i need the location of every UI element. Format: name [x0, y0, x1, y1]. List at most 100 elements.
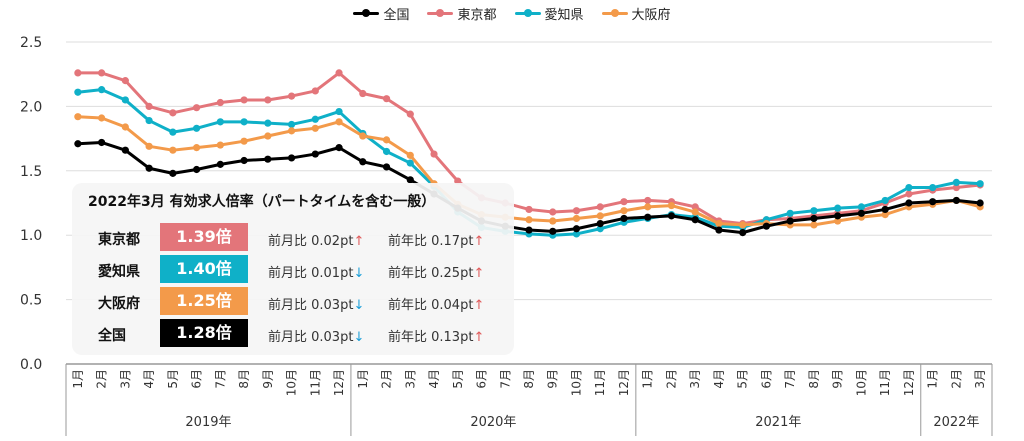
x-tick-label: 1月 [926, 369, 940, 389]
data-point [952, 196, 960, 205]
data-point [240, 96, 248, 104]
x-tick-label: 8月 [237, 369, 251, 389]
data-point [549, 217, 557, 225]
legend: 全国 東京都 愛知県 大阪府 [0, 4, 1024, 23]
data-point [169, 109, 177, 117]
data-point [810, 207, 818, 215]
data-point [430, 150, 438, 158]
up-arrow-icon: ↑ [473, 330, 485, 345]
x-tick-label: 6月 [190, 369, 204, 389]
down-arrow-icon: ↓ [353, 298, 365, 313]
row-value-badge: 1.40倍 [160, 255, 248, 283]
data-point [786, 217, 794, 225]
data-point [596, 225, 604, 233]
data-point [739, 229, 747, 237]
data-point [810, 221, 818, 229]
x-tick-label: 7月 [783, 369, 797, 389]
data-point [192, 124, 201, 132]
data-point [976, 199, 984, 207]
row-month-change: 前月比 0.03pt↓ [268, 330, 365, 345]
x-tick-label: 3月 [688, 369, 702, 389]
data-point [525, 205, 533, 214]
data-point [287, 154, 296, 162]
data-point [74, 113, 82, 121]
row-value-badge: 1.39倍 [160, 223, 248, 251]
data-point [952, 178, 960, 186]
x-tick-label: 2月 [664, 369, 678, 389]
y-tick-label: 1.0 [20, 228, 42, 244]
data-point [596, 220, 604, 228]
data-point [382, 95, 391, 103]
data-point [359, 132, 367, 140]
data-point [145, 142, 153, 150]
data-point [311, 150, 319, 158]
down-arrow-icon: ↓ [353, 266, 365, 281]
x-tick-label: 7月 [498, 369, 512, 389]
legend-item-aichi: 愛知県 [514, 4, 584, 23]
x-tick-label: 7月 [213, 369, 227, 389]
data-point [905, 190, 913, 198]
x-tick-label: 3月 [403, 369, 417, 389]
data-point [715, 220, 723, 228]
row-name: 全国 [98, 328, 126, 344]
data-point [786, 209, 794, 217]
data-point [121, 146, 129, 154]
x-tick-label: 6月 [759, 369, 773, 389]
data-point [572, 214, 581, 223]
data-point [192, 165, 201, 174]
data-point [976, 180, 984, 188]
x-tick-label: 1月 [71, 369, 85, 389]
data-point [929, 183, 937, 192]
row-name: 愛知県 [98, 264, 140, 280]
data-point [335, 118, 343, 126]
data-point [525, 226, 533, 234]
data-point [335, 144, 343, 152]
x-tick-label: 4月 [712, 369, 726, 389]
data-point [667, 201, 676, 210]
data-point [644, 196, 652, 205]
data-point [572, 230, 581, 238]
x-tick-label: 10月 [854, 369, 868, 396]
data-point [240, 118, 248, 126]
row-value-badge: 1.28倍 [160, 319, 248, 347]
up-arrow-icon: ↑ [473, 298, 485, 313]
data-point [145, 102, 153, 110]
row-value-badge: 1.25倍 [160, 287, 248, 315]
up-arrow-icon: ↑ [353, 234, 365, 249]
data-point [169, 169, 177, 177]
data-point [620, 207, 628, 215]
y-tick-label: 2.5 [20, 35, 42, 51]
data-point [952, 183, 960, 192]
x-tick-label: 8月 [522, 369, 536, 389]
x-tick-label: 5月 [451, 369, 465, 389]
data-point [98, 114, 106, 122]
y-tick-label: 2.0 [20, 99, 42, 115]
data-point [881, 210, 889, 219]
x-tick-label: 10月 [285, 369, 299, 396]
data-point [216, 118, 224, 126]
x-tick-label: 1月 [356, 369, 370, 389]
data-point [406, 110, 414, 118]
data-point [145, 116, 153, 125]
data-point [311, 87, 319, 95]
row-name: 大阪府 [98, 296, 140, 312]
data-point [572, 225, 581, 233]
data-point [691, 216, 699, 224]
data-point [762, 222, 771, 230]
data-point [382, 136, 391, 144]
data-point [929, 198, 937, 206]
row-month-change: 前月比 0.02pt↑ [268, 234, 365, 249]
x-tick-label: 4月 [142, 369, 156, 389]
data-point [311, 115, 319, 123]
data-point [739, 221, 747, 229]
data-point [74, 88, 82, 96]
x-tick-label: 9月 [831, 369, 845, 389]
series-2 [74, 86, 984, 239]
x-tick-label: 9月 [261, 369, 275, 389]
data-point [596, 203, 604, 211]
data-point [264, 96, 272, 104]
data-point [857, 209, 866, 217]
data-point [549, 208, 557, 216]
data-point [834, 204, 842, 212]
data-point [98, 69, 106, 77]
